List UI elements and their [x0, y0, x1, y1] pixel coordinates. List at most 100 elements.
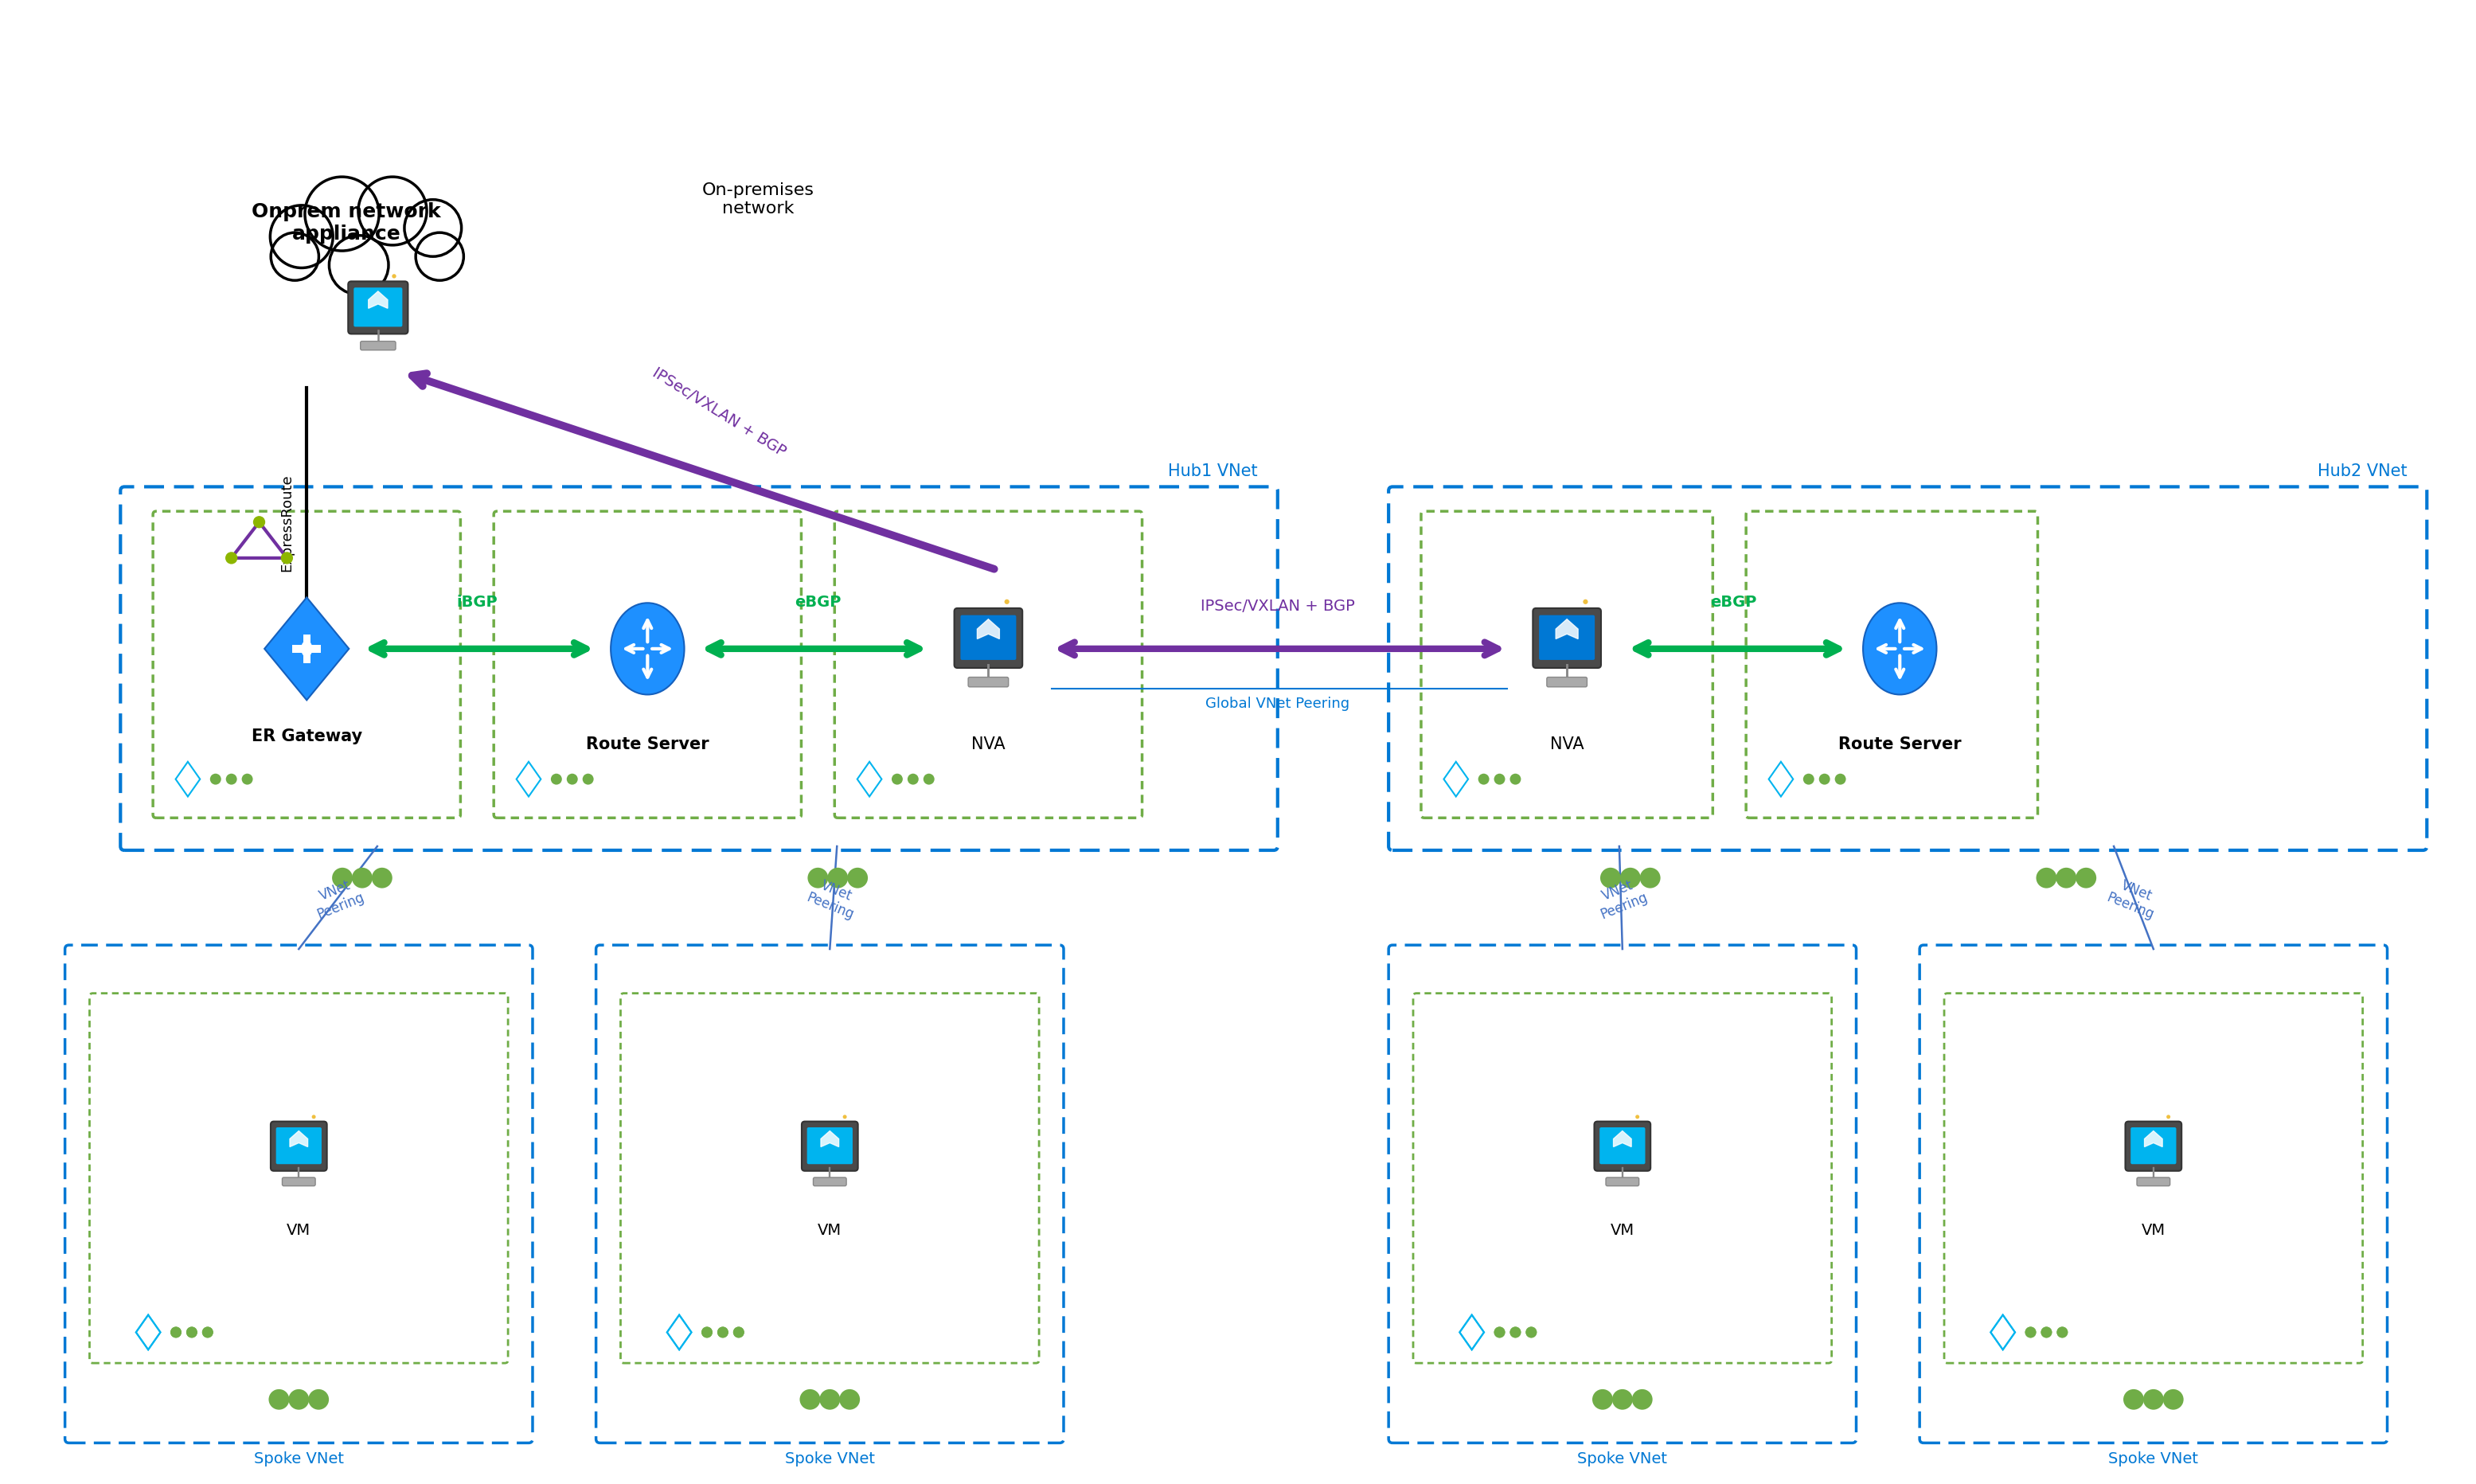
Circle shape: [2058, 1327, 2067, 1339]
FancyBboxPatch shape: [1607, 1178, 1639, 1186]
Text: NVA: NVA: [1550, 736, 1585, 752]
Text: Spoke VNet: Spoke VNet: [1577, 1451, 1666, 1466]
Circle shape: [1803, 775, 1815, 785]
FancyBboxPatch shape: [807, 1128, 852, 1165]
Circle shape: [225, 775, 238, 785]
Circle shape: [210, 775, 220, 785]
Text: VM: VM: [2142, 1223, 2166, 1238]
Circle shape: [807, 868, 829, 889]
Text: On-premises
network: On-premises network: [703, 183, 815, 217]
Text: eBGP: eBGP: [1711, 595, 1755, 610]
Circle shape: [253, 516, 265, 528]
Circle shape: [2040, 1327, 2053, 1339]
Circle shape: [359, 178, 426, 246]
Circle shape: [1510, 775, 1520, 785]
Circle shape: [1592, 1389, 1612, 1410]
Circle shape: [329, 236, 389, 295]
Circle shape: [1525, 1327, 1538, 1339]
Polygon shape: [822, 1131, 839, 1147]
Circle shape: [290, 1389, 310, 1410]
FancyBboxPatch shape: [953, 608, 1023, 668]
Polygon shape: [290, 1131, 307, 1147]
Circle shape: [332, 868, 352, 889]
Circle shape: [733, 1327, 745, 1339]
FancyBboxPatch shape: [961, 616, 1015, 660]
Polygon shape: [265, 598, 349, 700]
Circle shape: [733, 1327, 745, 1339]
FancyBboxPatch shape: [275, 1128, 322, 1165]
Circle shape: [171, 1327, 181, 1339]
Circle shape: [203, 1327, 213, 1339]
Circle shape: [820, 1389, 839, 1410]
Ellipse shape: [1862, 604, 1936, 695]
Text: NVA: NVA: [971, 736, 1005, 752]
Circle shape: [1005, 600, 1010, 604]
Circle shape: [171, 1327, 181, 1339]
Circle shape: [2124, 1389, 2144, 1410]
FancyBboxPatch shape: [270, 1122, 327, 1171]
Circle shape: [305, 178, 379, 251]
Text: VNet
Peering: VNet Peering: [2105, 874, 2162, 922]
Text: IPSec/VXLAN + BGP: IPSec/VXLAN + BGP: [649, 365, 787, 460]
FancyBboxPatch shape: [1599, 1128, 1644, 1165]
Bar: [292, 646, 322, 653]
Circle shape: [1582, 600, 1587, 604]
Circle shape: [270, 1389, 290, 1410]
Polygon shape: [369, 292, 389, 309]
Text: Hub1 VNet: Hub1 VNet: [1169, 463, 1258, 479]
FancyBboxPatch shape: [1548, 678, 1587, 687]
Text: ER Gateway: ER Gateway: [253, 729, 361, 743]
Circle shape: [550, 775, 562, 785]
Text: iBGP: iBGP: [456, 595, 498, 610]
Polygon shape: [1555, 620, 1577, 640]
Text: Global VNet Peering: Global VNet Peering: [1206, 696, 1349, 711]
Bar: [302, 635, 310, 663]
Circle shape: [701, 1327, 713, 1339]
Circle shape: [1510, 1327, 1520, 1339]
Circle shape: [280, 552, 292, 564]
Circle shape: [827, 868, 849, 889]
Circle shape: [404, 200, 461, 257]
Polygon shape: [1614, 1131, 1632, 1147]
Circle shape: [352, 868, 371, 889]
FancyBboxPatch shape: [802, 1122, 859, 1171]
Text: VNet
Peering: VNet Peering: [1592, 874, 1649, 922]
Circle shape: [2025, 1327, 2035, 1339]
FancyBboxPatch shape: [2124, 1122, 2181, 1171]
Circle shape: [800, 1389, 820, 1410]
Circle shape: [909, 775, 919, 785]
Polygon shape: [978, 620, 1000, 640]
Text: Route Server: Route Server: [587, 736, 708, 752]
Circle shape: [186, 1327, 198, 1339]
Text: VM: VM: [817, 1223, 842, 1238]
Text: VM: VM: [287, 1223, 312, 1238]
Circle shape: [2055, 868, 2077, 889]
Circle shape: [270, 206, 332, 269]
Text: Hub2 VNet: Hub2 VNet: [2318, 463, 2407, 479]
Text: VM: VM: [1609, 1223, 1634, 1238]
Circle shape: [1493, 1327, 1505, 1339]
Circle shape: [1619, 868, 1642, 889]
Text: IPSec/VXLAN + BGP: IPSec/VXLAN + BGP: [1201, 598, 1354, 614]
Text: Route Server: Route Server: [1837, 736, 1961, 752]
Circle shape: [243, 775, 253, 785]
Circle shape: [1820, 775, 1830, 785]
Circle shape: [847, 868, 869, 889]
Circle shape: [2075, 868, 2097, 889]
Text: Onprem network
appliance: Onprem network appliance: [253, 202, 441, 243]
Text: Spoke VNet: Spoke VNet: [255, 1451, 344, 1466]
Circle shape: [2035, 868, 2058, 889]
Circle shape: [718, 1327, 728, 1339]
Ellipse shape: [302, 641, 312, 657]
Ellipse shape: [612, 604, 683, 695]
Circle shape: [1599, 868, 1622, 889]
Text: VNet
Peering: VNet Peering: [310, 874, 366, 922]
FancyBboxPatch shape: [349, 282, 409, 334]
Circle shape: [1525, 1327, 1538, 1339]
Circle shape: [842, 1114, 847, 1119]
Circle shape: [718, 1327, 728, 1339]
Circle shape: [891, 775, 904, 785]
Circle shape: [1478, 775, 1488, 785]
Circle shape: [1510, 1327, 1520, 1339]
Circle shape: [186, 1327, 198, 1339]
